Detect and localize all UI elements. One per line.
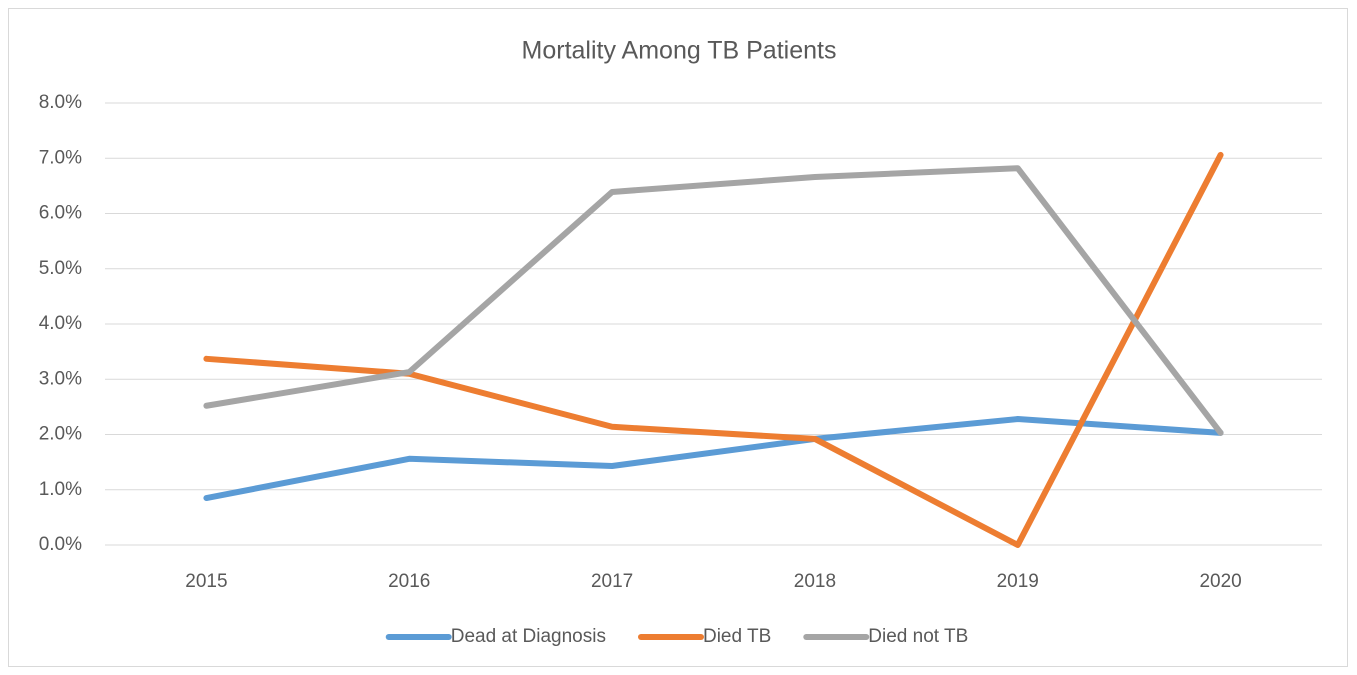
x-tick-label: 2019 <box>997 571 1039 592</box>
y-tick-label: 5.0% <box>39 258 82 279</box>
y-tick-label: 2.0% <box>39 424 82 445</box>
y-tick-label: 0.0% <box>39 534 82 555</box>
y-tick-label: 4.0% <box>39 313 82 334</box>
x-tick-label: 2015 <box>185 571 227 592</box>
y-tick-label: 7.0% <box>39 147 82 168</box>
x-tick-label: 2020 <box>1199 571 1241 592</box>
legend-label: Died TB <box>703 626 771 647</box>
x-tick-label: 2018 <box>794 571 836 592</box>
series-line <box>203 416 1224 502</box>
x-tick-label: 2017 <box>591 571 633 592</box>
legend-label: Died not TB <box>868 626 968 647</box>
y-tick-label: 8.0% <box>39 92 82 113</box>
y-tick-label: 6.0% <box>39 203 82 224</box>
series-line <box>203 151 1224 548</box>
x-tick-label: 2016 <box>388 571 430 592</box>
chart-title: Mortality Among TB Patients <box>522 37 837 65</box>
legend-label: Dead at Diagnosis <box>451 626 606 647</box>
y-tick-label: 3.0% <box>39 368 82 389</box>
y-tick-label: 1.0% <box>39 479 82 500</box>
series-line <box>203 165 1224 436</box>
